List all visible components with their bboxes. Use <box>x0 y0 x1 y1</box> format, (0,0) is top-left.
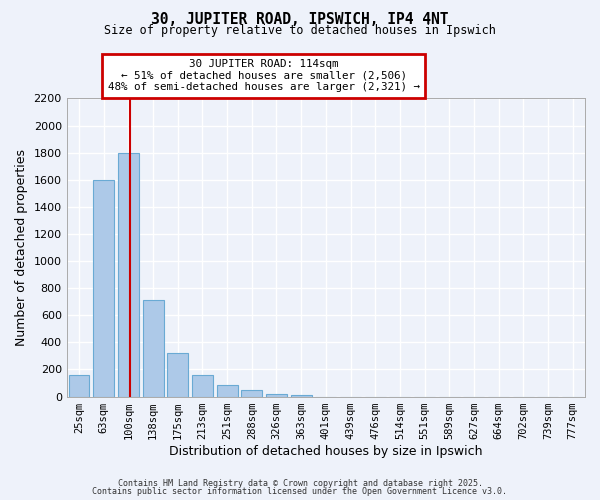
Text: 30, JUPITER ROAD, IPSWICH, IP4 4NT: 30, JUPITER ROAD, IPSWICH, IP4 4NT <box>151 12 449 28</box>
Y-axis label: Number of detached properties: Number of detached properties <box>15 149 28 346</box>
Text: 30 JUPITER ROAD: 114sqm
← 51% of detached houses are smaller (2,506)
48% of semi: 30 JUPITER ROAD: 114sqm ← 51% of detache… <box>107 59 419 92</box>
Bar <box>68 375 89 396</box>
Bar <box>93 180 114 396</box>
Bar <box>290 395 311 396</box>
Bar <box>167 352 188 397</box>
Bar <box>217 385 238 396</box>
Bar <box>143 300 164 396</box>
X-axis label: Distribution of detached houses by size in Ipswich: Distribution of detached houses by size … <box>169 444 482 458</box>
Bar <box>266 394 287 396</box>
Bar <box>118 152 139 396</box>
Bar <box>241 390 262 396</box>
Bar <box>192 375 213 396</box>
Text: Size of property relative to detached houses in Ipswich: Size of property relative to detached ho… <box>104 24 496 37</box>
Text: Contains HM Land Registry data © Crown copyright and database right 2025.: Contains HM Land Registry data © Crown c… <box>118 478 482 488</box>
Text: Contains public sector information licensed under the Open Government Licence v3: Contains public sector information licen… <box>92 487 508 496</box>
